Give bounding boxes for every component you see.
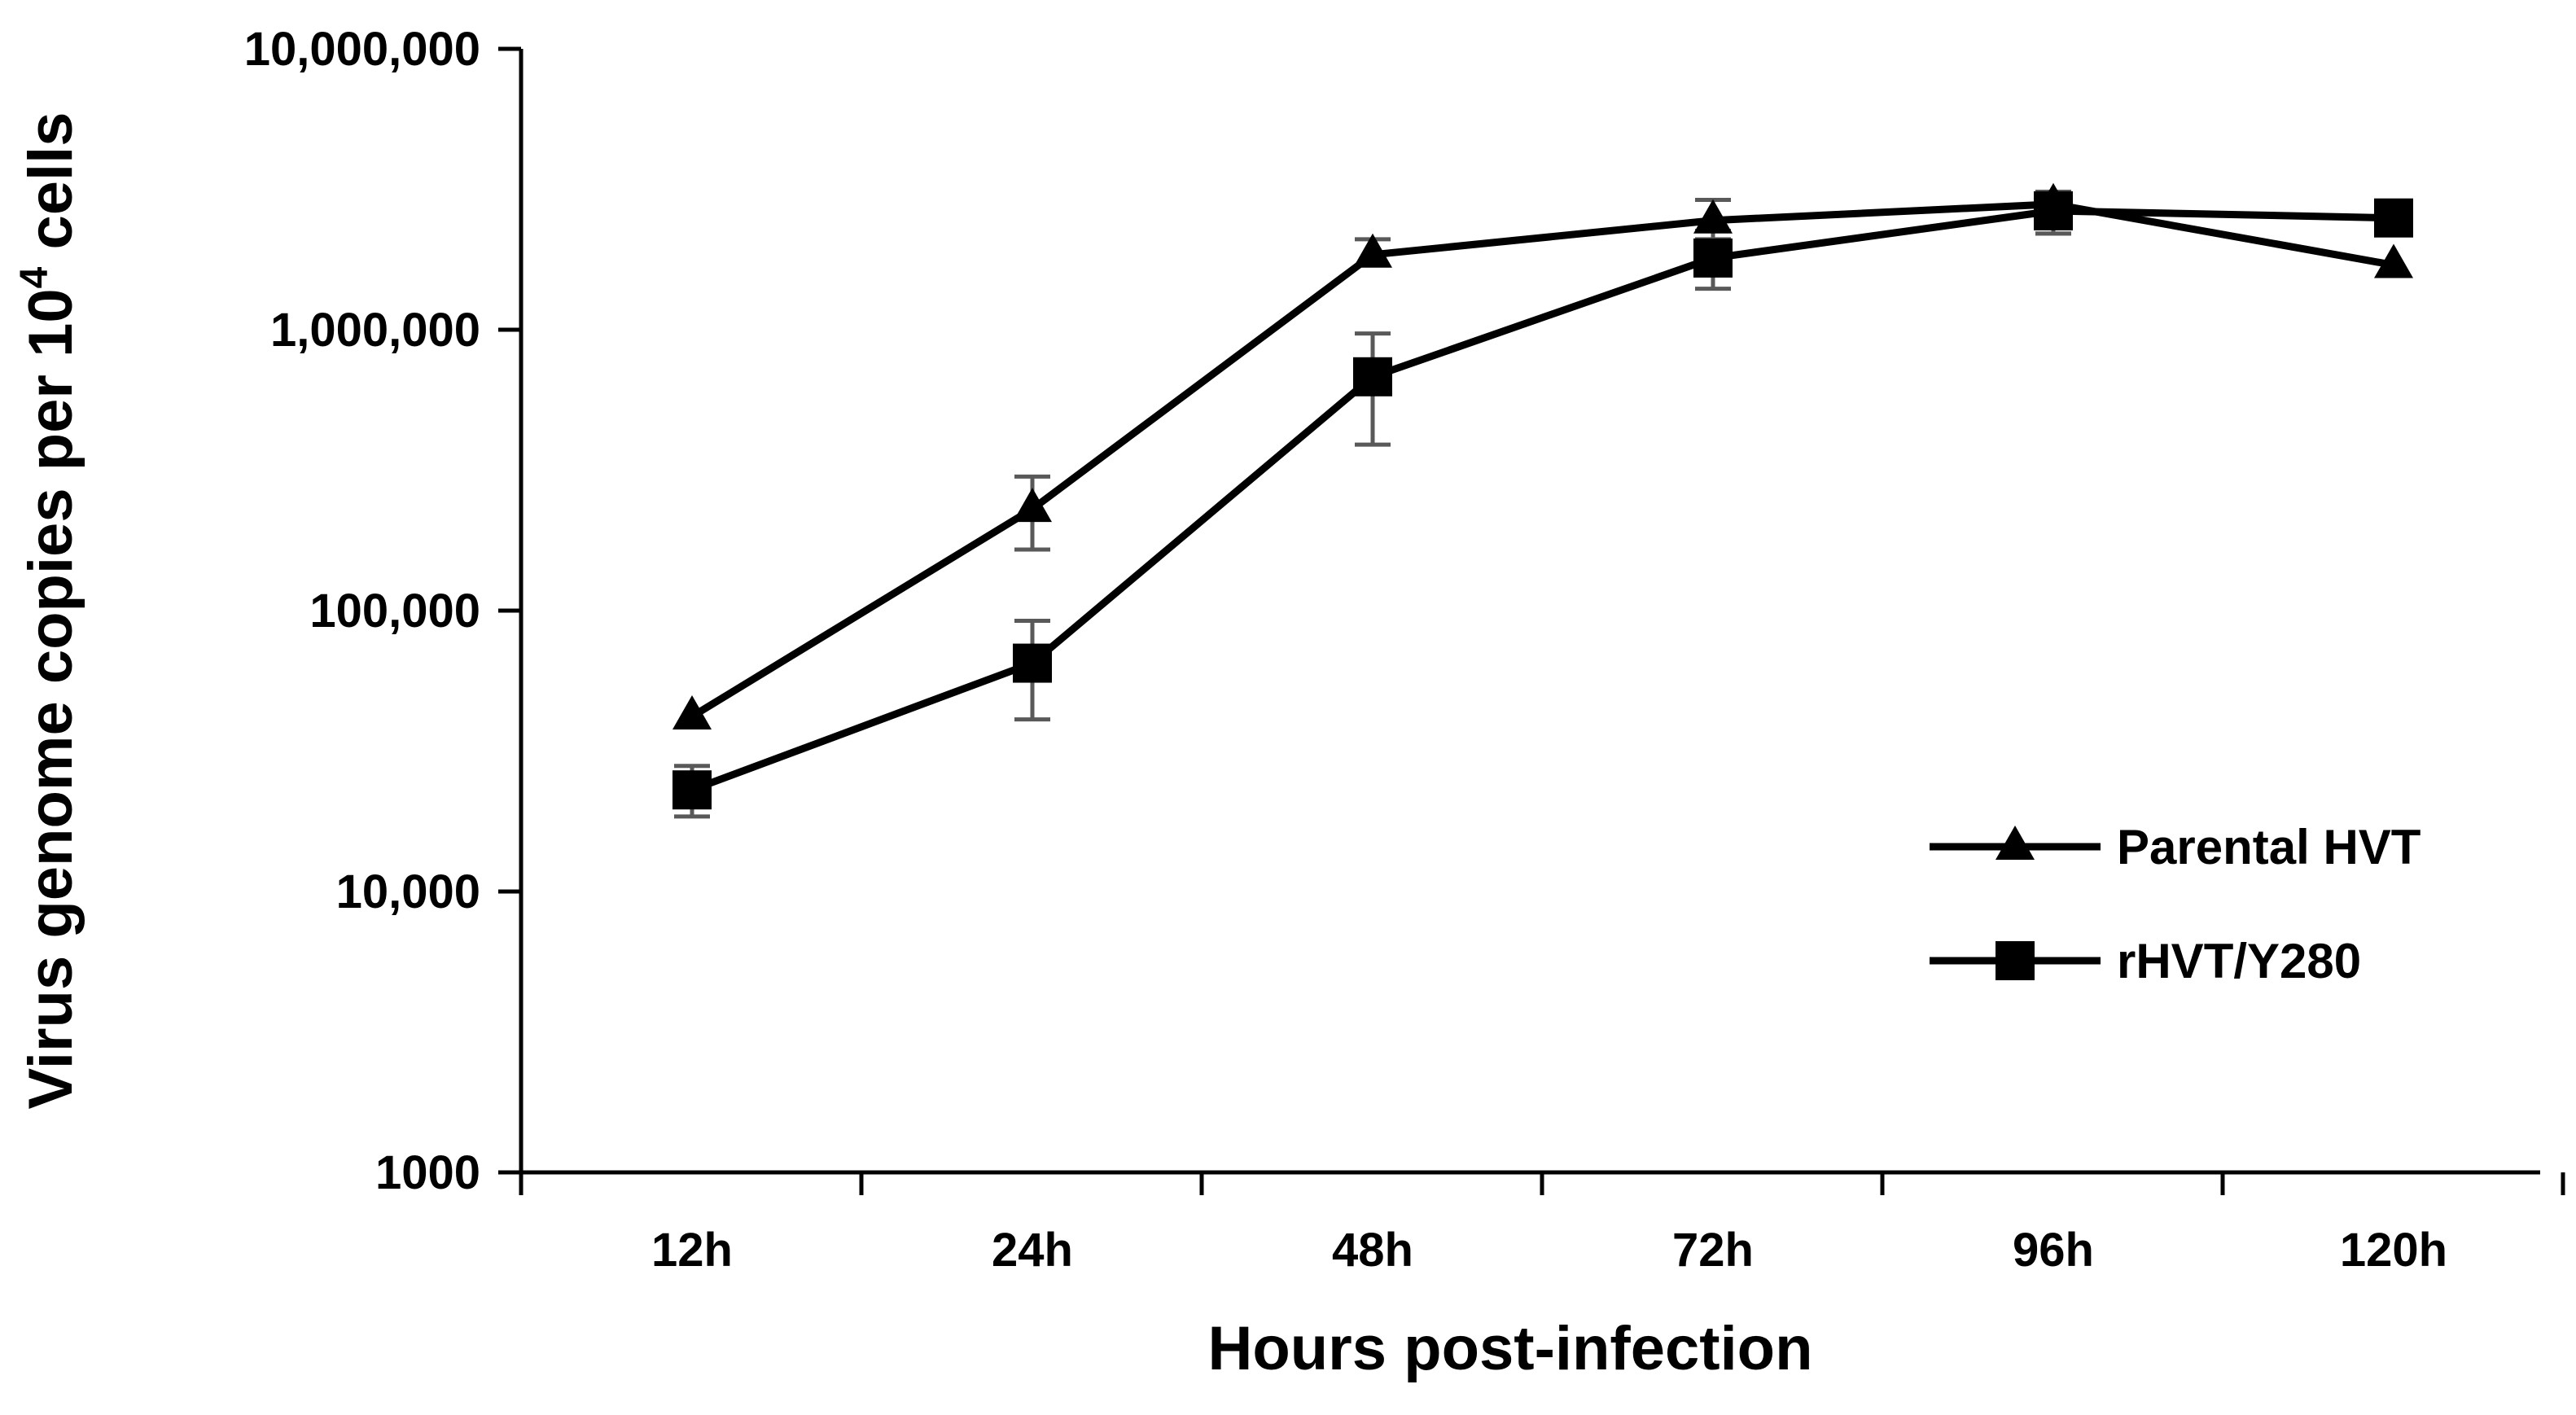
legend-label: Parental HVT [2117,820,2420,874]
y-axis-title-suffix: cells [16,112,85,267]
data-point-triangle [1693,199,1733,234]
legend-item: rHVT/Y280 [1930,934,2361,988]
y-tick-label: 100,000 [309,585,480,637]
series-lines [690,200,2394,794]
y-tick-label: 10,000,000 [244,23,480,76]
y-tick-label: 1,000,000 [270,304,480,357]
y-axis-title-main: Virus genome copies per 10 [16,288,85,1109]
y-axis-title: Virus genome copies per 104 cells [13,112,85,1110]
series-line-1 [690,200,2394,720]
x-tick-label: 96h [2013,1224,2094,1277]
data-point-triangle [1013,488,1052,523]
series-line-2 [690,207,2394,794]
data-point-square [672,770,712,810]
legend: Parental HVT rHVT/Y280 [1930,820,2420,988]
x-tick-label: 24h [992,1224,1073,1277]
y-tick-label: 1000 [375,1146,480,1199]
data-point-square [2374,198,2413,238]
data-point-triangle [2374,243,2413,278]
data-point-square [1353,357,1392,396]
series-markers [672,182,2413,810]
y-ticks: 1000 10,000 100,000 1,000,000 10,000,000 [244,23,521,1199]
x-tick-label: 72h [1672,1224,1754,1277]
y-tick-label: 10,000 [336,865,480,918]
legend-marker-square [1996,941,2035,980]
data-point-square [1693,238,1733,278]
legend-marker-triangle [1996,825,2035,860]
data-point-square [1013,643,1052,683]
legend-item: Parental HVT [1930,820,2420,874]
x-tick-label: 12h [651,1224,733,1277]
x-axis-title: Hours post-infection [1207,1314,1812,1383]
error-bars [674,189,2071,819]
data-point-triangle [1353,233,1392,268]
x-tick-label: 48h [1332,1224,1413,1277]
data-point-square [2034,191,2073,230]
y-axis-title-superscript: 4 [13,266,56,288]
x-tick-label: 120h [2340,1224,2447,1277]
legend-label: rHVT/Y280 [2117,934,2361,988]
x-ticks: 12h 24h 48h 72h 96h 120h [519,1172,2565,1277]
data-point-triangle [672,694,712,729]
